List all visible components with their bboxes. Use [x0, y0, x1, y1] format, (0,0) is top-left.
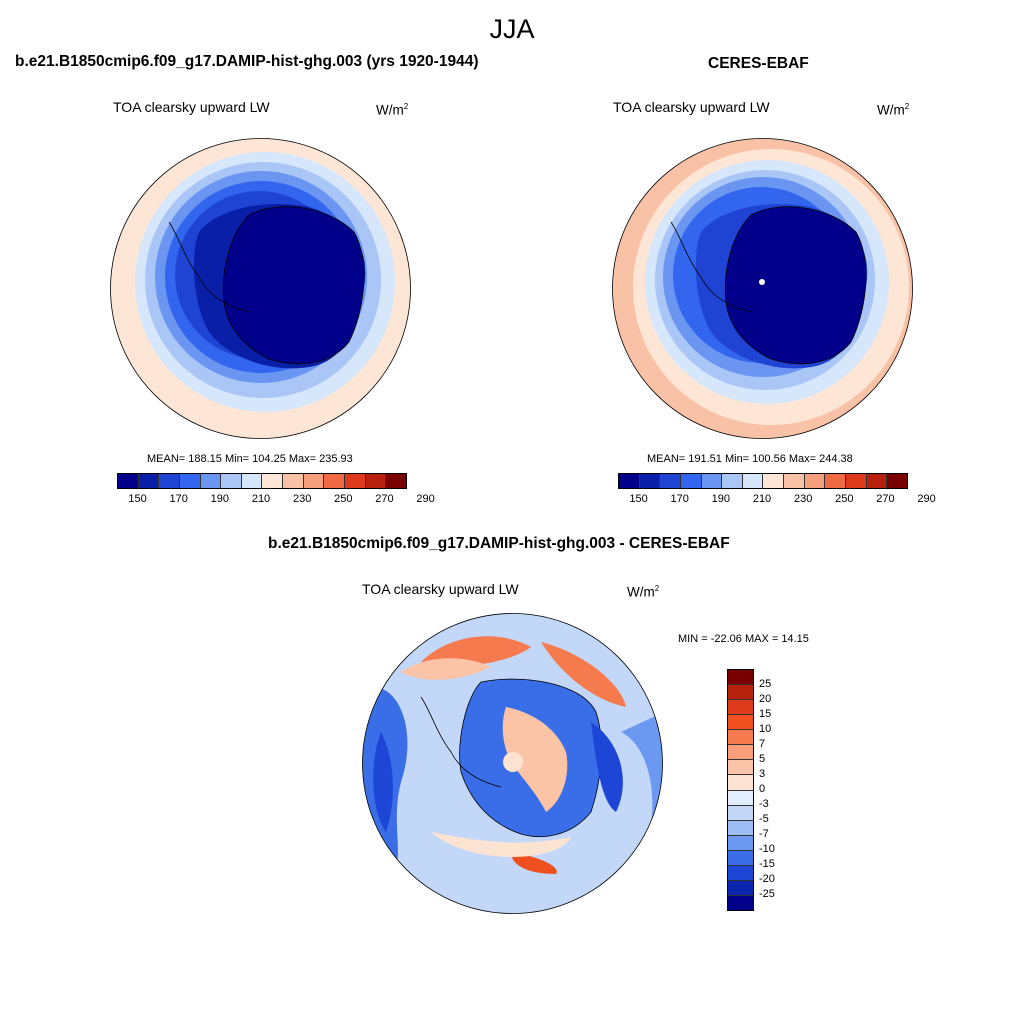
- panel2-units: W/m2: [877, 102, 910, 118]
- panel1-title: b.e21.B1850cmip6.f09_g17.DAMIP-hist-ghg.…: [15, 53, 479, 70]
- colorbar-swatch: [728, 865, 753, 881]
- colorbar-tick-label: -25: [759, 888, 775, 900]
- colorbar-swatch: [262, 474, 284, 488]
- colorbar-tick-label: 150: [128, 493, 147, 505]
- colorbar-tick-label: 290: [917, 493, 936, 505]
- colorbar-tick-label: 3: [759, 768, 766, 780]
- colorbar-swatch: [221, 474, 242, 488]
- colorbar-swatch: [728, 850, 753, 866]
- colorbar-swatch: [728, 715, 753, 731]
- colorbar-tick-label: 7: [759, 738, 766, 750]
- colorbar-tick-label: 230: [292, 493, 312, 505]
- colorbar-swatch: [701, 474, 723, 488]
- panel3-colorbar: [727, 669, 754, 911]
- colorbar-tick-label: -20: [759, 873, 775, 885]
- colorbar-swatch: [804, 474, 826, 488]
- colorbar-tick-label: -10: [759, 843, 775, 855]
- colorbar-tick-label: -15: [759, 858, 775, 870]
- colorbar-swatch: [728, 730, 753, 746]
- panel1-stats: MEAN= 188.15 Min= 104.25 Max= 235.93: [147, 453, 353, 465]
- colorbar-swatch: [200, 474, 222, 488]
- colorbar-swatch: [722, 474, 743, 488]
- colorbar-tick-label: 250: [334, 493, 353, 505]
- colorbar-tick-label: 20: [759, 693, 772, 705]
- colorbar-swatch: [728, 760, 753, 776]
- colorbar-swatch: [846, 474, 867, 488]
- colorbar-tick-label: -5: [759, 813, 769, 825]
- colorbar-swatch: [742, 474, 764, 488]
- panel3-map: [362, 613, 663, 914]
- colorbar-swatch: [728, 820, 753, 836]
- colorbar-tick-label: 5: [759, 753, 766, 765]
- colorbar-swatch: [728, 895, 753, 910]
- colorbar-tick-label: 190: [711, 493, 731, 505]
- colorbar-tick-label: 270: [876, 493, 895, 505]
- panel2-map: [612, 138, 913, 439]
- panel1-colorbar: [117, 473, 407, 489]
- colorbar-swatch: [728, 700, 753, 716]
- panel2-colorbar-ticks: 150 170 190 210 230 250 270 290: [618, 493, 935, 507]
- colorbar-tick-label: 210: [752, 493, 772, 505]
- panel3-variable: TOA clearsky upward LW: [362, 581, 519, 597]
- colorbar-swatch: [179, 474, 201, 488]
- colorbar-swatch: [680, 474, 702, 488]
- panel1-variable: TOA clearsky upward LW: [113, 99, 270, 115]
- panel1-colorbar-ticks: 150 170 190 210 230 250 270 290: [117, 493, 434, 507]
- colorbar-tick-label: 170: [670, 493, 689, 505]
- panel3-units: W/m2: [627, 584, 660, 600]
- colorbar-swatch: [118, 474, 139, 488]
- colorbar-tick-label: 270: [375, 493, 394, 505]
- colorbar-swatch: [728, 805, 753, 821]
- colorbar-tick-label: 250: [835, 493, 854, 505]
- colorbar-swatch: [728, 670, 753, 686]
- panel1-map: [110, 138, 411, 439]
- colorbar-swatch: [728, 790, 753, 806]
- colorbar-tick-label: 25: [759, 678, 772, 690]
- panel2-colorbar: [618, 473, 908, 489]
- colorbar-swatch: [728, 685, 753, 701]
- colorbar-swatch: [763, 474, 785, 488]
- colorbar-swatch: [386, 474, 406, 488]
- colorbar-swatch: [283, 474, 304, 488]
- colorbar-swatch: [345, 474, 366, 488]
- colorbar-tick-label: -7: [759, 828, 769, 840]
- colorbar-swatch: [324, 474, 346, 488]
- colorbar-tick-label: 0: [759, 783, 766, 795]
- figure-title: JJA: [489, 14, 535, 44]
- panel2-variable: TOA clearsky upward LW: [613, 99, 770, 115]
- colorbar-swatch: [825, 474, 847, 488]
- colorbar-swatch: [619, 474, 640, 488]
- colorbar-tick-label: 15: [759, 708, 772, 720]
- colorbar-swatch: [639, 474, 661, 488]
- panel1-units: W/m2: [376, 102, 409, 118]
- colorbar-tick-label: 210: [251, 493, 271, 505]
- colorbar-swatch: [159, 474, 180, 488]
- colorbar-swatch: [728, 775, 753, 791]
- panel2-title: CERES-EBAF: [708, 55, 809, 72]
- colorbar-swatch: [660, 474, 681, 488]
- colorbar-tick-label: 230: [793, 493, 813, 505]
- colorbar-tick-label: 290: [416, 493, 435, 505]
- colorbar-tick-label: 190: [210, 493, 230, 505]
- colorbar-swatch: [866, 474, 888, 488]
- colorbar-tick-label: 170: [169, 493, 188, 505]
- colorbar-swatch: [138, 474, 160, 488]
- colorbar-swatch: [303, 474, 325, 488]
- colorbar-swatch: [728, 880, 753, 896]
- colorbar-tick-label: -3: [759, 798, 769, 810]
- panel3-title: b.e21.B1850cmip6.f09_g17.DAMIP-hist-ghg.…: [268, 535, 730, 552]
- panel3-colorbar-ticks: 25 20 15 10 7 5 3 0 -3 -5 -7 -10 -15 -20 -25: [759, 669, 799, 909]
- colorbar-tick-label: 10: [759, 723, 772, 735]
- colorbar-swatch: [241, 474, 263, 488]
- colorbar-swatch: [784, 474, 805, 488]
- colorbar-tick-label: 150: [629, 493, 648, 505]
- colorbar-swatch: [728, 745, 753, 761]
- panel3-stats: MIN = -22.06 MAX = 14.15: [678, 633, 809, 645]
- colorbar-swatch: [887, 474, 907, 488]
- panel2-stats: MEAN= 191.51 Min= 100.56 Max= 244.38: [647, 453, 853, 465]
- colorbar-swatch: [728, 835, 753, 851]
- colorbar-swatch: [365, 474, 387, 488]
